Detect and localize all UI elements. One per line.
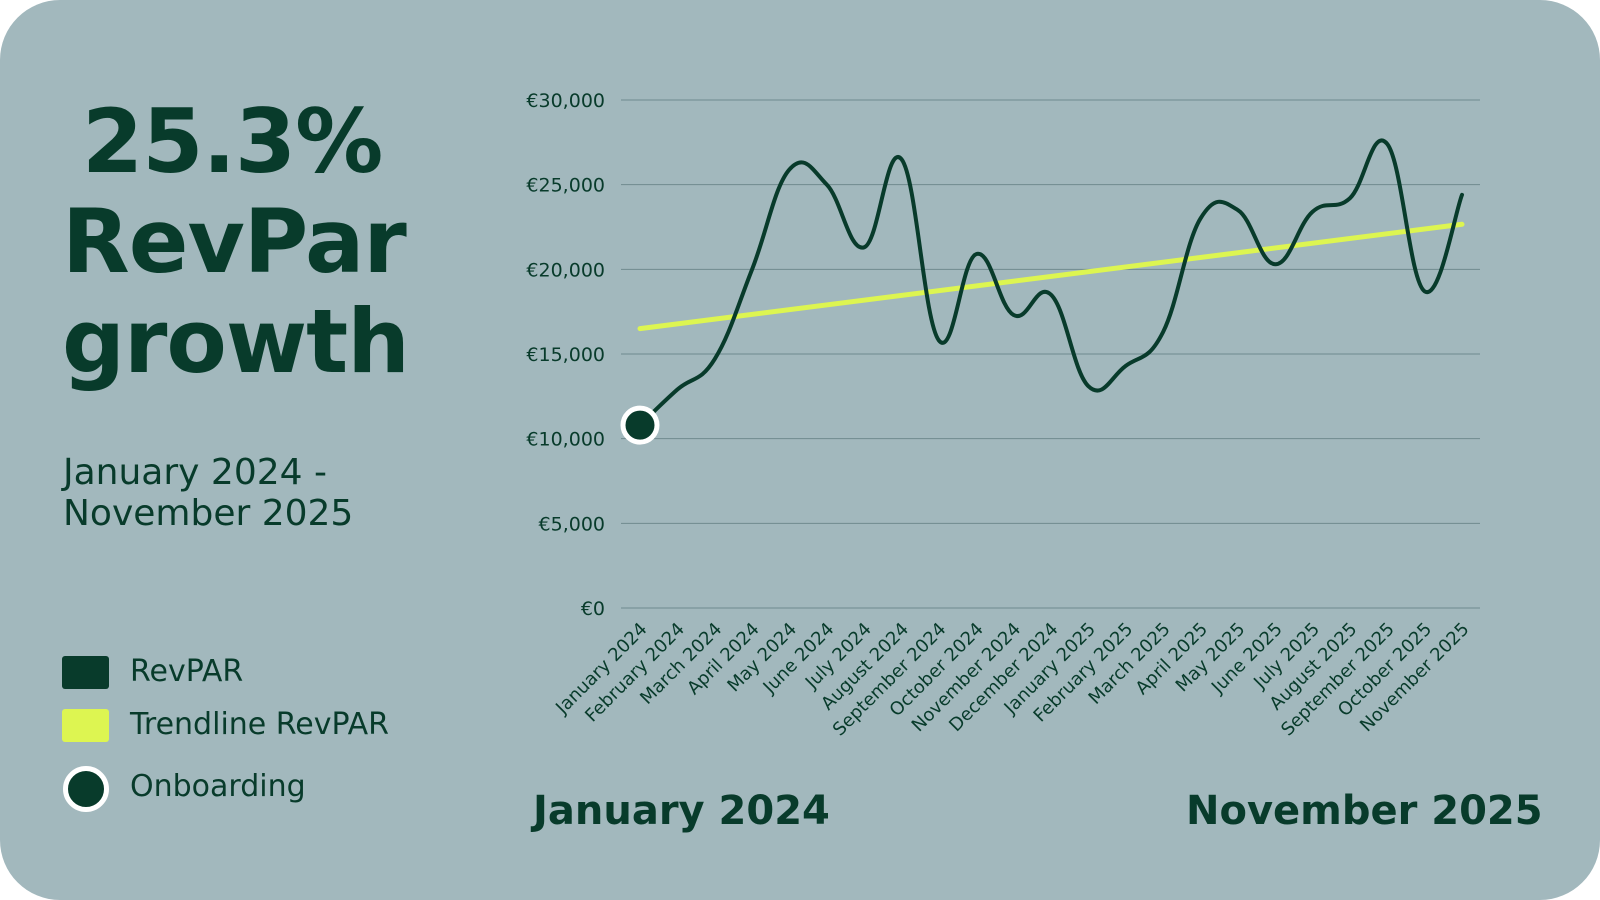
revpar-swatch <box>62 656 109 689</box>
legend-item-trendline: Trendline RevPAR <box>62 703 422 749</box>
y-tick-label: €20,000 <box>526 259 605 281</box>
headline: 25.3% RevPar growth <box>62 92 462 392</box>
footer-end-label: November 2025 <box>1186 788 1543 834</box>
y-tick-label: €25,000 <box>526 175 605 197</box>
legend-label-trendline: Trendline RevPAR <box>130 707 390 742</box>
headline-growth: growth <box>62 290 410 393</box>
y-tick-label: €30,000 <box>526 90 605 112</box>
y-tick-label: €15,000 <box>526 344 605 366</box>
trendline-series <box>637 221 1465 332</box>
revpar-series <box>638 138 1464 428</box>
legend-label-onboarding: Onboarding <box>130 769 306 804</box>
headline-metric: RevPar <box>62 190 407 293</box>
footer-start-label: January 2024 <box>533 788 830 834</box>
trendline-swatch <box>62 709 109 742</box>
y-tick-label: €0 <box>581 598 605 620</box>
y-tick-label: €10,000 <box>526 429 605 451</box>
legend-label-revpar: RevPAR <box>130 654 244 689</box>
legend-item-revpar: RevPAR <box>62 650 422 696</box>
legend-item-onboarding: Onboarding <box>62 765 422 812</box>
onboarding-marker-icon <box>63 766 109 812</box>
y-tick-label: €5,000 <box>539 513 605 535</box>
onboarding-marker <box>620 405 660 445</box>
date-range: January 2024 - November 2025 <box>63 452 354 534</box>
growth-percent: 25.3% <box>82 90 383 193</box>
